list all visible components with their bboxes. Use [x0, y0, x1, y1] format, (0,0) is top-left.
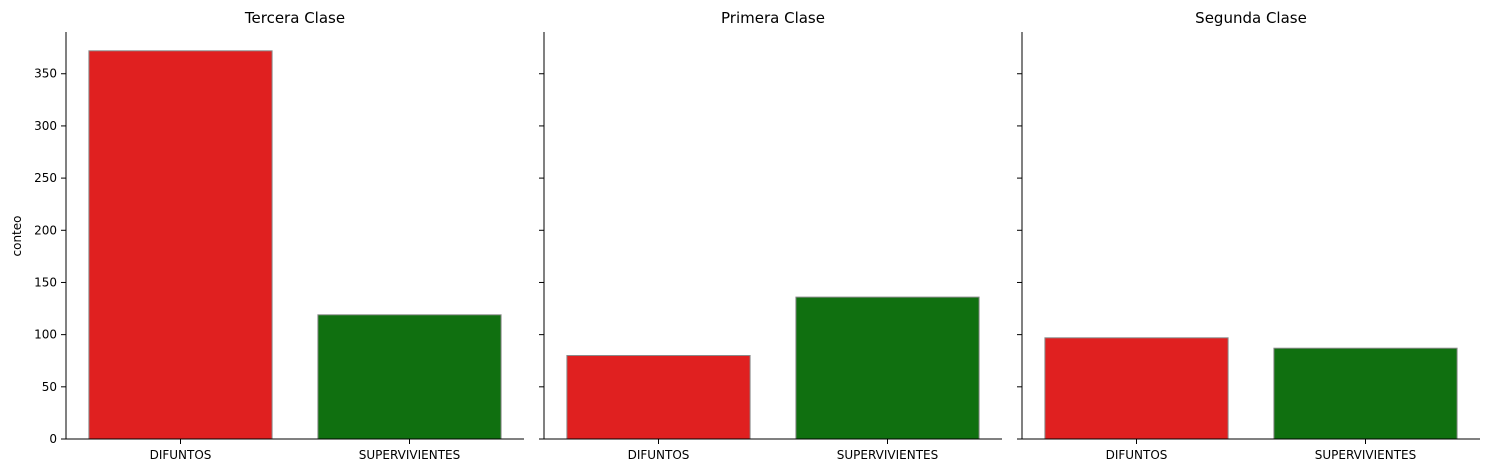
facet-title-1: Tercera Clase [244, 9, 345, 27]
y-tick-label: 50 [42, 380, 57, 394]
y-tick-label: 200 [34, 223, 57, 237]
x-tick-label: DIFUNTOS [1106, 448, 1168, 462]
facet-title-2: Primera Clase [721, 9, 825, 27]
y-tick-label: 0 [49, 432, 57, 446]
x-tick-label: SUPERVIVIENTES [1315, 448, 1416, 462]
bar-difuntos-facet-3 [1044, 337, 1229, 440]
y-tick-label: 250 [34, 171, 57, 185]
bar-supervivientes-facet-1 [317, 314, 502, 440]
bar-difuntos-facet-1 [88, 50, 273, 440]
x-tick-label: SUPERVIVIENTES [837, 448, 938, 462]
y-tick-label: 300 [34, 119, 57, 133]
y-tick-label: 100 [34, 328, 57, 342]
facet-title-3: Segunda Clase [1195, 9, 1307, 27]
y-axis-label: conteo [10, 216, 24, 257]
bar-supervivientes-facet-3 [1273, 347, 1458, 440]
x-tick-label: SUPERVIVIENTES [359, 448, 460, 462]
y-tick-label: 350 [34, 67, 57, 81]
x-tick-label: DIFUNTOS [628, 448, 690, 462]
x-tick-label: DIFUNTOS [150, 448, 212, 462]
y-tick-label: 150 [34, 275, 57, 289]
bar-supervivientes-facet-2 [795, 296, 980, 440]
bar-difuntos-facet-2 [566, 355, 751, 440]
